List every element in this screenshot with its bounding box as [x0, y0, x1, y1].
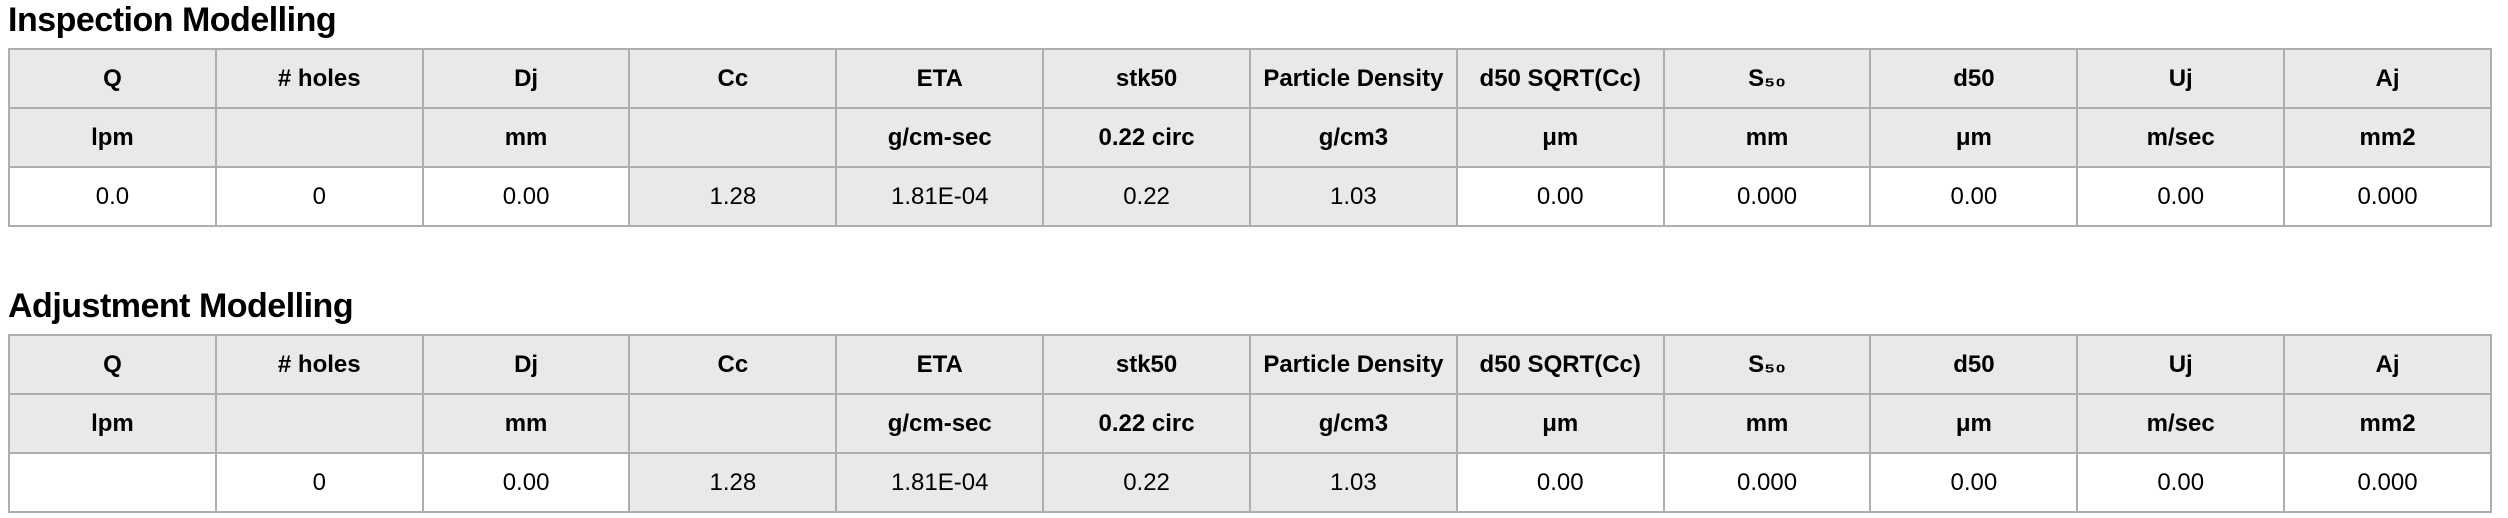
inspection-dj-value[interactable]: 0.00 — [421, 166, 631, 227]
inspection-d50-header: d50 — [1869, 48, 2079, 109]
inspection-holes-unit — [214, 107, 424, 168]
inspection-d50-sqrt-cc-header: d50 SQRT(Cc) — [1455, 48, 1665, 109]
adjustment-aj-unit: mm2 — [2283, 393, 2492, 454]
adjustment-d50-sqrt-cc-unit: μm — [1455, 393, 1665, 454]
inspection-s50-header: S₅₀ — [1662, 48, 1872, 109]
adjustment-section: Adjustment Modelling Q # holes Dj Cc ETA stk5… — [8, 289, 2500, 513]
adjustment-d50-sqrt-cc-value[interactable]: 0.00 — [1455, 452, 1665, 513]
inspection-values-row: 0.0 0 0.00 1.28 1.81E-04 0.22 1.03 0.00 0.000 0.0… — [8, 166, 2492, 227]
adjustment-eta-unit: g/cm-sec — [835, 393, 1045, 454]
adjustment-stk50-header: stk50 — [1042, 334, 1251, 395]
inspection-units-row: lpm mm g/cm-sec 0.22 circ g/cm3 μm mm μm m/sec mm… — [8, 107, 2492, 168]
inspection-section-title: Inspection Modelling — [8, 1, 337, 39]
adjustment-section-title: Adjustment Modelling — [8, 287, 354, 325]
inspection-d50-value[interactable]: 0.00 — [1869, 166, 2079, 227]
inspection-cc-unit — [628, 107, 838, 168]
inspection-particle-density-value: 1.03 — [1248, 166, 1458, 227]
adjustment-d50-value[interactable]: 0.00 — [1869, 452, 2079, 513]
inspection-uj-value[interactable]: 0.00 — [2076, 166, 2286, 227]
inspection-cc-header: Cc — [628, 48, 838, 109]
adjustment-aj-value[interactable]: 0.000 — [2283, 452, 2492, 513]
adjustment-d50-unit: μm — [1869, 393, 2079, 454]
inspection-stk50-unit: 0.22 circ — [1042, 107, 1251, 168]
adjustment-eta-value: 1.81E-04 — [835, 452, 1045, 513]
adjustment-values-row: 0 0.00 1.28 1.81E-04 0.22 1.03 0.00 0.000 0.00 0.… — [8, 452, 2492, 513]
inspection-s50-value[interactable]: 0.000 — [1662, 166, 1872, 227]
inspection-uj-unit: m/sec — [2076, 107, 2286, 168]
inspection-eta-value: 1.81E-04 — [835, 166, 1045, 227]
adjustment-particle-density-value: 1.03 — [1248, 452, 1458, 513]
adjustment-dj-value[interactable]: 0.00 — [421, 452, 631, 513]
inspection-holes-value[interactable]: 0 — [214, 166, 424, 227]
inspection-d50-sqrt-cc-unit: μm — [1455, 107, 1665, 168]
adjustment-cc-value: 1.28 — [628, 452, 838, 513]
inspection-table: Q # holes Dj Cc ETA stk50 Particle Density d50 … — [8, 48, 2492, 227]
inspection-cc-value: 1.28 — [628, 166, 838, 227]
adjustment-d50-header: d50 — [1869, 334, 2079, 395]
inspection-particle-density-unit: g/cm3 — [1248, 107, 1458, 168]
adjustment-dj-header: Dj — [421, 334, 631, 395]
inspection-uj-header: Uj — [2076, 48, 2286, 109]
adjustment-cc-header: Cc — [628, 334, 838, 395]
inspection-dj-header: Dj — [421, 48, 631, 109]
inspection-aj-header: Aj — [2283, 48, 2492, 109]
inspection-s50-unit: mm — [1662, 107, 1872, 168]
inspection-d50-sqrt-cc-value[interactable]: 0.00 — [1455, 166, 1665, 227]
adjustment-header-row: Q # holes Dj Cc ETA stk50 Particle Density d50 … — [8, 334, 2492, 395]
inspection-q-unit: lpm — [8, 107, 217, 168]
adjustment-uj-value[interactable]: 0.00 — [2076, 452, 2286, 513]
inspection-section: Inspection Modelling Q # holes Dj Cc ETA stk5… — [8, 3, 2500, 227]
adjustment-units-row: lpm mm g/cm-sec 0.22 circ g/cm3 μm mm μm m/sec mm… — [8, 393, 2492, 454]
inspection-stk50-value: 0.22 — [1042, 166, 1251, 227]
adjustment-eta-header: ETA — [835, 334, 1045, 395]
inspection-aj-unit: mm2 — [2283, 107, 2492, 168]
inspection-eta-header: ETA — [835, 48, 1045, 109]
adjustment-table: Q # holes Dj Cc ETA stk50 Particle Density d50 … — [8, 334, 2492, 513]
adjustment-s50-unit: mm — [1662, 393, 1872, 454]
adjustment-particle-density-header: Particle Density — [1248, 334, 1458, 395]
inspection-eta-unit: g/cm-sec — [835, 107, 1045, 168]
inspection-aj-value[interactable]: 0.000 — [2283, 166, 2492, 227]
inspection-particle-density-header: Particle Density — [1248, 48, 1458, 109]
adjustment-cc-unit — [628, 393, 838, 454]
adjustment-aj-header: Aj — [2283, 334, 2492, 395]
inspection-header-row: Q # holes Dj Cc ETA stk50 Particle Density d50 … — [8, 48, 2492, 109]
adjustment-d50-sqrt-cc-header: d50 SQRT(Cc) — [1455, 334, 1665, 395]
adjustment-q-unit: lpm — [8, 393, 217, 454]
adjustment-holes-header: # holes — [214, 334, 424, 395]
adjustment-particle-density-unit: g/cm3 — [1248, 393, 1458, 454]
inspection-q-header: Q — [8, 48, 217, 109]
inspection-q-value[interactable]: 0.0 — [8, 166, 217, 227]
adjustment-dj-unit: mm — [421, 393, 631, 454]
inspection-dj-unit: mm — [421, 107, 631, 168]
adjustment-s50-header: S₅₀ — [1662, 334, 1872, 395]
adjustment-uj-header: Uj — [2076, 334, 2286, 395]
adjustment-holes-value[interactable]: 0 — [214, 452, 424, 513]
inspection-holes-header: # holes — [214, 48, 424, 109]
adjustment-q-header: Q — [8, 334, 217, 395]
adjustment-s50-value[interactable]: 0.000 — [1662, 452, 1872, 513]
adjustment-stk50-unit: 0.22 circ — [1042, 393, 1251, 454]
adjustment-uj-unit: m/sec — [2076, 393, 2286, 454]
adjustment-q-value[interactable] — [8, 452, 217, 513]
adjustment-stk50-value: 0.22 — [1042, 452, 1251, 513]
inspection-stk50-header: stk50 — [1042, 48, 1251, 109]
adjustment-holes-unit — [214, 393, 424, 454]
inspection-d50-unit: μm — [1869, 107, 2079, 168]
